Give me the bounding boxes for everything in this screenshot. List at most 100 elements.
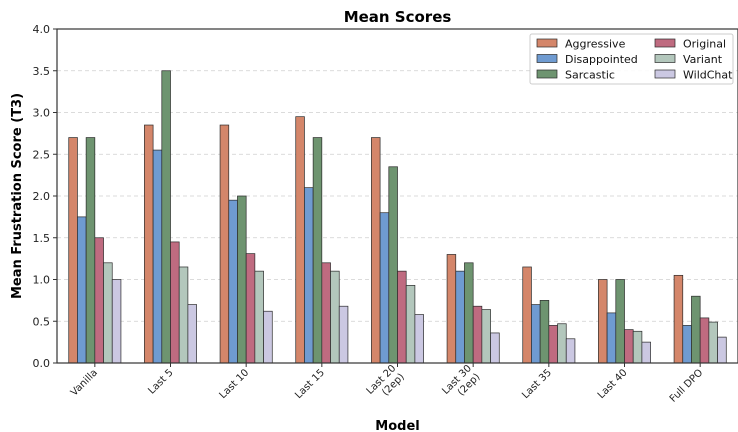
bar-variant	[632, 330, 643, 364]
bar-sarcastic	[388, 166, 398, 364]
bar-original	[624, 329, 634, 364]
y-tick-label: 0.5	[33, 315, 51, 328]
bar-disappointed	[455, 270, 465, 364]
legend-label: Original	[683, 38, 726, 51]
bar-disappointed	[682, 325, 692, 364]
bar-wildchat	[565, 338, 576, 364]
bar-wildchat	[717, 336, 727, 364]
x-tick-label: Last 35	[520, 367, 554, 401]
bar-wildchat	[263, 310, 273, 364]
x-tick-label: Full DPO	[668, 367, 705, 404]
legend-label: Variant	[683, 53, 723, 66]
bar-wildchat	[490, 332, 500, 364]
bar-group	[673, 274, 727, 364]
bar-variant	[708, 321, 718, 364]
legend-item: Sarcastic	[536, 69, 615, 82]
bar-sarcastic	[539, 300, 550, 364]
legend-box	[529, 33, 734, 85]
x-tick-label: Last 30(2ep)	[440, 363, 482, 405]
bar-variant	[557, 323, 567, 364]
y-tick-label: 1.5	[33, 232, 51, 245]
bar-wildchat	[414, 314, 424, 364]
bar-wildchat	[338, 305, 349, 364]
x-axis-label: Model	[375, 419, 419, 432]
chart-title: Mean Scores	[344, 8, 452, 26]
legend-label: Sarcastic	[565, 69, 615, 82]
legend-label: Aggressive	[565, 38, 626, 51]
bar-aggressive	[598, 279, 608, 364]
bar-aggressive	[295, 116, 305, 364]
bar-wildchat	[641, 341, 651, 364]
bar-sarcastic	[237, 195, 247, 364]
bar-aggressive	[144, 124, 154, 364]
bar-disappointed	[379, 212, 390, 364]
bar-original	[321, 262, 331, 364]
bar-aggressive	[219, 124, 230, 364]
y-tick-label: 3.0	[33, 107, 51, 120]
bar-variant	[481, 309, 491, 364]
legend-item: Aggressive	[536, 38, 626, 51]
bar-disappointed	[77, 216, 87, 364]
bar-disappointed	[606, 312, 617, 364]
bar-aggressive	[371, 137, 381, 364]
bars-layer	[68, 70, 727, 364]
y-axis: 0.0 0.5 1.0 1.5 2.0 2.5 3.0 3.5 4.0	[33, 23, 57, 370]
bar-sarcastic	[691, 295, 701, 364]
bar-variant	[330, 270, 340, 364]
bar-group	[598, 279, 651, 364]
bar-original	[170, 241, 180, 364]
legend-swatch	[536, 38, 558, 48]
x-tick-label: Last 15	[293, 367, 327, 401]
x-tick-label: Last 10	[218, 367, 252, 401]
bar-disappointed	[152, 149, 163, 364]
x-tick-label: Last 5	[146, 367, 175, 396]
y-axis-label: Mean Frustration Score (T3)	[10, 93, 25, 299]
legend-swatch	[536, 69, 558, 79]
bar-aggressive	[673, 274, 684, 364]
bar-original	[472, 305, 483, 364]
bar-variant	[178, 266, 189, 364]
bar-sarcastic	[161, 70, 171, 364]
bar-original	[94, 237, 104, 364]
bar-wildchat	[187, 304, 197, 364]
bar-disappointed	[531, 304, 541, 364]
legend-swatch	[536, 54, 558, 63]
y-tick-label: 3.5	[33, 65, 51, 78]
y-tick-label: 1.0	[33, 274, 51, 287]
bar-aggressive	[446, 254, 457, 364]
bar-sarcastic	[312, 137, 323, 364]
x-tick-label: Last 40	[596, 367, 630, 401]
bar-sarcastic	[464, 262, 474, 364]
legend-item: Disappointed	[536, 53, 638, 66]
bar-disappointed	[304, 187, 314, 364]
bar-group	[144, 70, 197, 364]
bar-variant	[405, 284, 416, 364]
bar-original	[548, 325, 558, 364]
bar-group	[522, 266, 576, 364]
legend-swatch	[654, 38, 676, 48]
bar-aggressive	[68, 137, 78, 364]
legend-item: Variant	[654, 53, 723, 66]
legend-item: WildChat	[654, 69, 733, 82]
legend-label: Disappointed	[565, 53, 638, 66]
y-tick-label: 4.0	[33, 23, 51, 36]
bar-variant	[103, 262, 113, 364]
legend-item: Original	[654, 38, 726, 51]
bar-group	[219, 124, 273, 364]
y-tick-label: 0.0	[33, 357, 51, 370]
y-tick-label: 2.5	[33, 148, 51, 161]
x-tick-label: Last 20(2ep)	[365, 363, 407, 405]
bar-sarcastic	[85, 137, 96, 364]
bar-sarcastic	[615, 279, 625, 364]
bar-aggressive	[522, 266, 532, 364]
x-axis: Vanilla Last 5 Last 10 Last 15 Last 20(2ep) L…	[69, 363, 705, 405]
legend-swatch	[654, 54, 676, 63]
bar-group	[446, 254, 500, 364]
bar-group	[371, 137, 424, 364]
legend: Aggressive Disappointed Sarcastic Original V…	[529, 33, 734, 85]
bar-original	[397, 270, 407, 364]
x-tick-label: Vanilla	[69, 367, 100, 398]
y-tick-label: 2.0	[33, 190, 51, 203]
